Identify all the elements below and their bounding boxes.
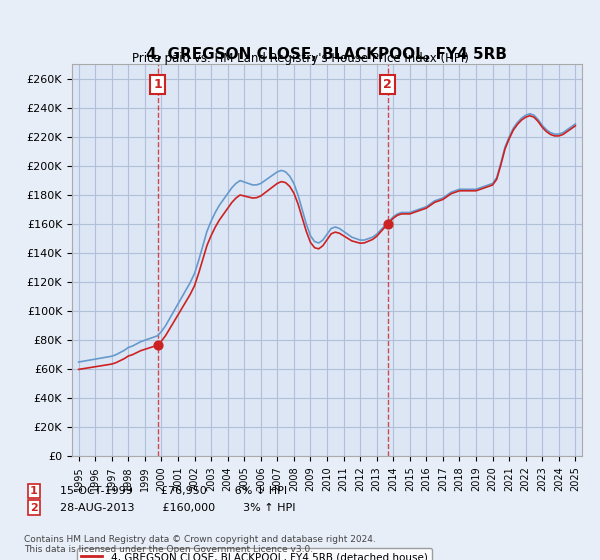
Text: Price paid vs. HM Land Registry's House Price Index (HPI): Price paid vs. HM Land Registry's House … <box>131 52 469 64</box>
Text: 1: 1 <box>30 486 38 496</box>
Text: 2: 2 <box>30 503 38 513</box>
Text: 28-AUG-2013        £160,000        3% ↑ HPI: 28-AUG-2013 £160,000 3% ↑ HPI <box>60 503 296 513</box>
Title: 4, GREGSON CLOSE, BLACKPOOL, FY4 5RB: 4, GREGSON CLOSE, BLACKPOOL, FY4 5RB <box>146 47 508 62</box>
Text: Contains HM Land Registry data © Crown copyright and database right 2024.
This d: Contains HM Land Registry data © Crown c… <box>24 535 376 554</box>
Text: 1: 1 <box>154 78 163 91</box>
Legend: 4, GREGSON CLOSE, BLACKPOOL, FY4 5RB (detached house), HPI: Average price, detac: 4, GREGSON CLOSE, BLACKPOOL, FY4 5RB (de… <box>77 548 431 560</box>
Text: 15-OCT-1999        £76,950        6% ↓ HPI: 15-OCT-1999 £76,950 6% ↓ HPI <box>60 486 287 496</box>
Point <box>153 340 163 349</box>
Text: 2: 2 <box>383 78 392 91</box>
Point <box>383 220 392 228</box>
